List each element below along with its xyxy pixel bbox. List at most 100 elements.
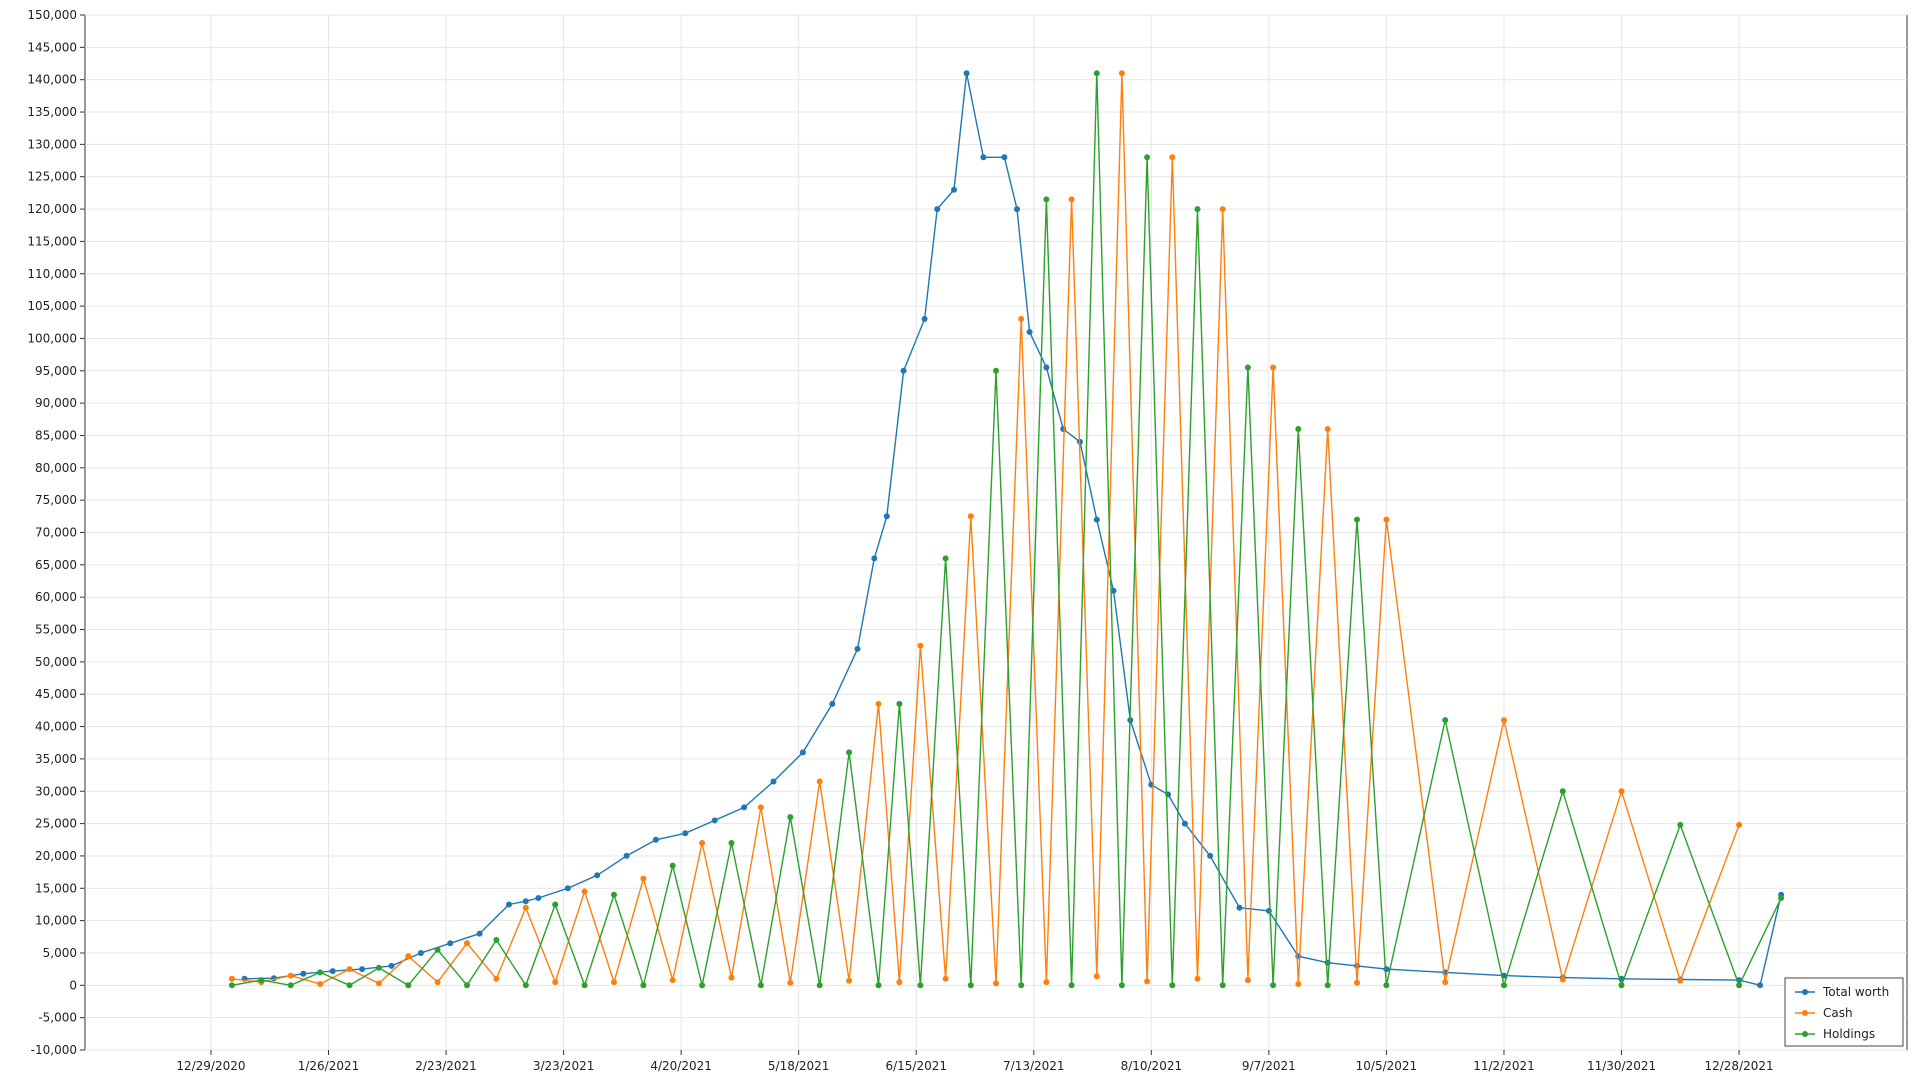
data-point bbox=[967, 982, 974, 989]
y-tick-label: 150,000 bbox=[27, 8, 77, 22]
y-tick-label: 75,000 bbox=[35, 493, 77, 507]
data-point bbox=[447, 940, 454, 947]
data-point bbox=[787, 979, 794, 986]
data-point bbox=[816, 778, 823, 785]
data-point bbox=[1736, 982, 1743, 989]
data-point bbox=[1144, 154, 1151, 161]
y-tick-label: 5,000 bbox=[43, 946, 77, 960]
data-point bbox=[1324, 426, 1331, 432]
data-point bbox=[896, 700, 903, 707]
data-point bbox=[1144, 978, 1151, 985]
y-tick-label: 100,000 bbox=[27, 331, 77, 345]
x-tick-label: 6/15/2021 bbox=[885, 1059, 947, 1073]
data-point bbox=[623, 852, 630, 859]
data-point bbox=[1118, 70, 1125, 77]
data-point bbox=[1043, 196, 1050, 203]
data-point bbox=[522, 982, 529, 989]
data-point bbox=[1169, 982, 1176, 989]
x-tick-label: 1/26/2021 bbox=[298, 1059, 360, 1073]
data-point bbox=[1194, 975, 1201, 982]
data-point bbox=[535, 895, 542, 901]
y-tick-label: 135,000 bbox=[27, 105, 77, 119]
legend-swatch-marker bbox=[1802, 1010, 1808, 1016]
data-point bbox=[1026, 329, 1033, 335]
data-point bbox=[770, 778, 777, 785]
data-point bbox=[611, 979, 617, 986]
data-point bbox=[375, 964, 382, 971]
data-point bbox=[1295, 981, 1302, 987]
data-point bbox=[552, 901, 559, 908]
data-point bbox=[317, 969, 324, 976]
data-point bbox=[799, 749, 806, 756]
data-point bbox=[669, 977, 676, 984]
data-point bbox=[1018, 982, 1025, 989]
axes: -10,000 -5,000 0 5,000 10,000 15,000 20,000 25,… bbox=[27, 8, 1773, 1073]
data-point bbox=[993, 367, 999, 374]
data-point bbox=[1068, 982, 1075, 989]
data-point bbox=[375, 980, 382, 987]
data-point bbox=[1354, 516, 1360, 523]
series-line bbox=[231, 73, 1782, 989]
x-tick-label: 3/23/2021 bbox=[533, 1059, 595, 1073]
x-tick-label: 4/20/2021 bbox=[650, 1059, 712, 1073]
y-tick-label: 95,000 bbox=[35, 364, 77, 378]
y-tick-label: 110,000 bbox=[27, 267, 77, 281]
data-point bbox=[875, 982, 882, 989]
y-tick-label: 85,000 bbox=[35, 428, 77, 442]
legend-label: Total worth bbox=[1822, 985, 1889, 999]
data-point bbox=[934, 206, 941, 213]
x-tick-label: 11/2/2021 bbox=[1473, 1059, 1535, 1073]
data-point bbox=[1207, 852, 1214, 859]
data-point bbox=[699, 982, 706, 989]
series-cash bbox=[228, 70, 1743, 987]
data-point bbox=[1018, 316, 1025, 322]
data-point bbox=[228, 975, 235, 982]
data-point bbox=[1354, 979, 1360, 986]
y-tick-label: 40,000 bbox=[35, 720, 77, 734]
data-point bbox=[942, 975, 949, 982]
legend-label: Holdings bbox=[1823, 1027, 1875, 1041]
data-point bbox=[951, 186, 957, 193]
y-tick-label: 25,000 bbox=[35, 817, 77, 831]
y-tick-label: 70,000 bbox=[35, 526, 77, 540]
data-point bbox=[963, 70, 970, 77]
legend-swatch-marker bbox=[1802, 989, 1808, 995]
data-point bbox=[1677, 821, 1684, 828]
data-point bbox=[506, 901, 512, 908]
data-point bbox=[1501, 717, 1507, 724]
grid bbox=[85, 14, 1907, 1051]
data-point bbox=[993, 980, 999, 987]
data-point bbox=[699, 840, 706, 846]
data-point bbox=[967, 513, 974, 520]
data-point bbox=[1014, 206, 1020, 213]
data-point bbox=[1265, 907, 1272, 914]
data-point bbox=[1778, 895, 1785, 901]
data-point bbox=[1219, 982, 1226, 989]
data-point bbox=[417, 950, 424, 956]
data-point bbox=[669, 862, 676, 869]
legend-swatch-marker bbox=[1802, 1031, 1808, 1037]
data-point bbox=[258, 977, 265, 984]
data-point bbox=[464, 982, 470, 989]
data-point bbox=[1169, 154, 1176, 161]
data-point bbox=[846, 749, 853, 756]
data-point bbox=[317, 981, 324, 987]
data-point bbox=[942, 555, 949, 562]
data-point bbox=[652, 836, 659, 843]
y-tick-label: -10,000 bbox=[31, 1043, 77, 1057]
data-point bbox=[711, 817, 718, 824]
x-tick-label: 2/23/2021 bbox=[415, 1059, 477, 1073]
data-point bbox=[1618, 788, 1625, 795]
data-point bbox=[1383, 982, 1390, 989]
y-tick-label: 10,000 bbox=[35, 914, 77, 928]
data-point bbox=[359, 966, 366, 973]
data-point bbox=[1093, 516, 1100, 523]
data-point bbox=[1043, 979, 1050, 986]
series-layer bbox=[228, 70, 1785, 989]
data-point bbox=[1559, 788, 1566, 795]
y-tick-label: -5,000 bbox=[38, 1011, 77, 1025]
data-point bbox=[1324, 982, 1331, 989]
data-point bbox=[594, 872, 601, 879]
y-tick-label: 105,000 bbox=[27, 299, 77, 313]
